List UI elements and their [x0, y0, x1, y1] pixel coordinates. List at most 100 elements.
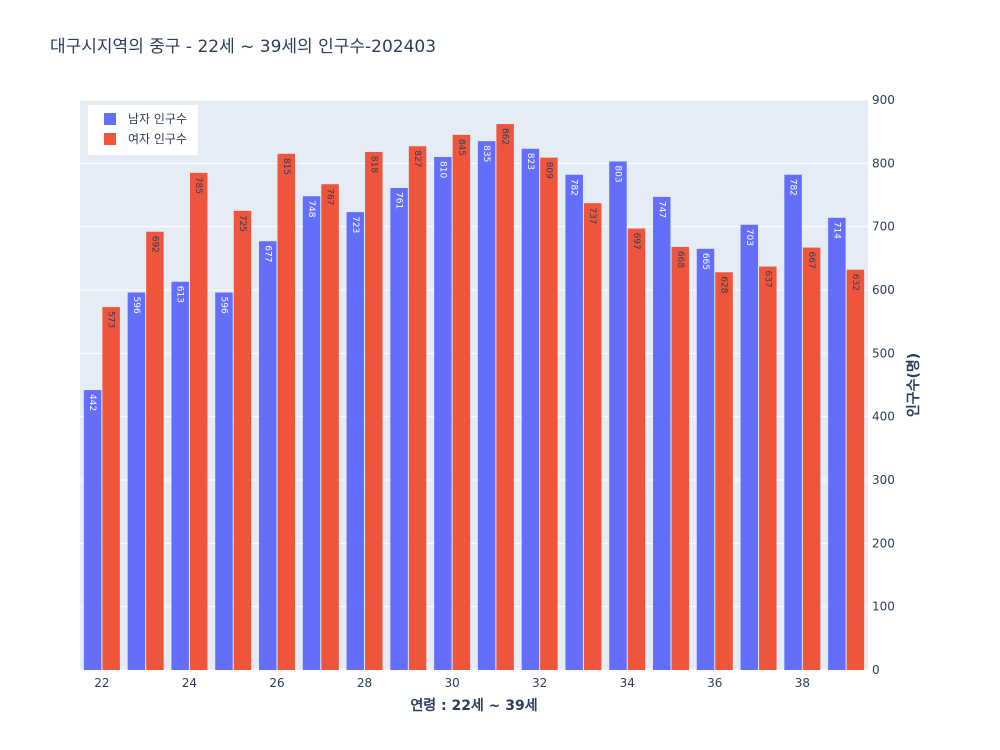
gridlines [80, 99, 868, 671]
bar-value-label: 862 [500, 128, 510, 145]
bar-female[interactable] [102, 307, 120, 670]
bar-male[interactable] [565, 174, 583, 670]
x-tick-label: 34 [620, 676, 635, 690]
bar-value-label: 667 [806, 252, 816, 269]
bar-male[interactable] [653, 196, 671, 670]
bar-value-label: 782 [788, 179, 798, 196]
y-tick-label: 600 [872, 283, 895, 297]
bar-female[interactable] [408, 146, 427, 670]
bar-male[interactable] [215, 292, 233, 670]
y-tick-label: 500 [872, 346, 895, 360]
bar-female[interactable] [846, 269, 865, 670]
bar-value-label: 815 [281, 158, 291, 175]
bar-female[interactable] [452, 134, 471, 671]
y-tick-label: 0 [872, 663, 880, 677]
bar-male[interactable] [784, 174, 802, 670]
bar-female[interactable] [146, 231, 164, 670]
bar-value-label: 725 [237, 215, 247, 232]
legend-swatch-male[interactable] [104, 113, 116, 125]
bar-male[interactable] [828, 217, 846, 671]
bar-female[interactable] [496, 124, 514, 671]
legend-swatch-female[interactable] [104, 133, 116, 145]
bar-value-label: 748 [306, 200, 316, 217]
bar-value-label: 845 [456, 139, 466, 156]
bar-female[interactable] [233, 210, 252, 671]
bar-value-label: 692 [149, 236, 159, 253]
bar-female[interactable] [759, 266, 777, 670]
x-tick-label: 30 [444, 676, 459, 690]
x-tick-label: 28 [357, 676, 372, 690]
bar-male[interactable] [609, 161, 627, 670]
bar-value-label: 827 [412, 150, 422, 167]
y-tick-label: 800 [872, 156, 895, 170]
bar-value-label: 803 [612, 165, 622, 182]
bar-value-label: 665 [700, 253, 710, 270]
bar-female[interactable] [321, 184, 339, 670]
bar-male[interactable] [259, 241, 277, 670]
bar-value-label: 823 [525, 153, 535, 170]
bar-female[interactable] [671, 246, 690, 670]
bar-value-label: 747 [656, 201, 666, 218]
x-tick-label: 24 [182, 676, 197, 690]
bar-female[interactable] [365, 151, 383, 670]
bar-value-label: 442 [87, 394, 97, 411]
y-axis-ticks: 0 100 200 300 400 500 600 700 800 900 [872, 93, 895, 677]
y-axis-title: 인구수(명) [905, 353, 922, 417]
bar-female[interactable] [715, 272, 733, 670]
bar-value-label: 613 [175, 286, 185, 303]
bar-value-label: 637 [762, 271, 772, 288]
bar-male[interactable] [434, 157, 452, 670]
bar-value-label: 632 [850, 274, 860, 291]
bar-female[interactable] [627, 228, 646, 671]
bar-value-label: 818 [368, 156, 378, 173]
bar-female[interactable] [540, 157, 558, 671]
y-tick-label: 200 [872, 536, 895, 550]
x-axis-title: 연령 : 22세 ~ 39세 [410, 698, 537, 714]
bar-female[interactable] [189, 172, 208, 671]
bar-female[interactable] [277, 153, 296, 671]
bar-value-label: 809 [543, 162, 553, 179]
legend: 남자 인구수 여자 인구수 [88, 105, 198, 155]
y-tick-label: 900 [872, 93, 895, 107]
bar-female[interactable] [802, 247, 821, 671]
bar-male[interactable] [127, 292, 146, 670]
bar-value-label: 668 [675, 251, 685, 268]
x-tick-label: 22 [94, 676, 109, 690]
bar-value-label: 596 [218, 297, 228, 314]
legend-label-female[interactable]: 여자 인구수 [128, 132, 187, 146]
bar-male[interactable] [390, 188, 408, 671]
bar-male[interactable] [740, 224, 759, 670]
y-tick-label: 300 [872, 473, 895, 487]
bar-labels: 442 596 613 596 677 748 723 761 810 835 823 782 803 7… [87, 128, 860, 411]
bar-value-label: 767 [325, 188, 335, 205]
bar-value-label: 737 [587, 207, 597, 224]
bar-value-label: 677 [262, 245, 272, 262]
y-tick-label: 100 [872, 600, 895, 614]
bar-male[interactable] [346, 212, 365, 670]
bar-male[interactable] [477, 141, 496, 670]
bar-value-label: 782 [569, 179, 579, 196]
x-axis-ticks: 22 24 26 28 30 32 34 36 38 [94, 676, 810, 690]
bar-value-label: 697 [631, 233, 641, 250]
bar-male[interactable] [521, 148, 540, 670]
y-tick-label: 400 [872, 410, 895, 424]
legend-label-male[interactable]: 남자 인구수 [128, 112, 187, 126]
x-tick-label: 32 [532, 676, 547, 690]
y-tick-label: 700 [872, 220, 895, 234]
bar-value-label: 596 [131, 297, 141, 314]
x-tick-label: 38 [795, 676, 810, 690]
chart-title: 대구시지역의 중구 - 22세 ~ 39세의 인구수-202403 [50, 37, 437, 57]
x-tick-label: 26 [269, 676, 284, 690]
bar-female[interactable] [583, 203, 602, 670]
bar-male[interactable] [302, 196, 321, 670]
bar-male[interactable] [83, 390, 102, 670]
plot-background [80, 100, 868, 670]
bar-male[interactable] [696, 248, 715, 671]
bar-value-label: 703 [744, 229, 754, 246]
bar-value-label: 628 [719, 276, 729, 293]
bar-value-label: 761 [394, 192, 404, 209]
bar-value-label: 573 [106, 311, 116, 328]
x-tick-label: 36 [707, 676, 722, 690]
bar-male[interactable] [171, 281, 189, 670]
